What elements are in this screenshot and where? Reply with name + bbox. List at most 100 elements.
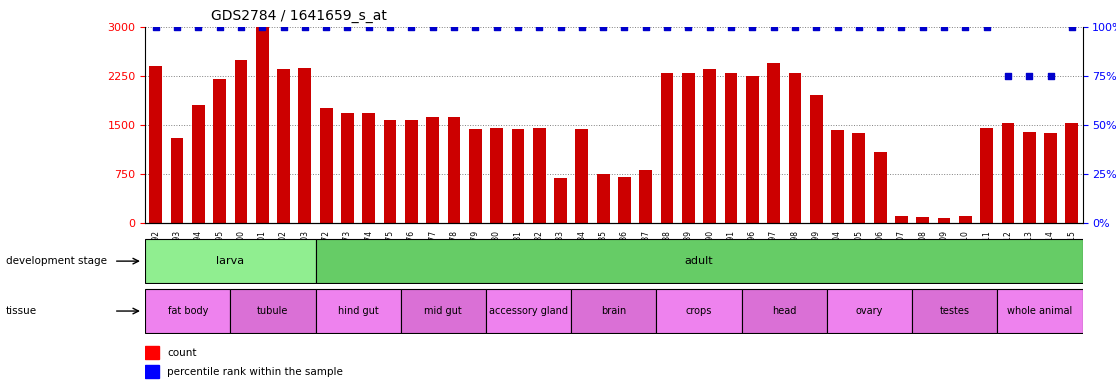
Point xyxy=(424,24,442,30)
Text: percentile rank within the sample: percentile rank within the sample xyxy=(167,367,344,377)
Bar xyxy=(145,239,316,283)
Point xyxy=(893,24,911,30)
Text: whole animal: whole animal xyxy=(1008,306,1072,316)
Bar xyxy=(401,289,485,333)
Bar xyxy=(810,95,822,223)
Text: larva: larva xyxy=(217,256,244,266)
Point xyxy=(999,73,1017,79)
Text: fat body: fat body xyxy=(167,306,208,316)
Bar xyxy=(916,217,930,223)
Bar xyxy=(937,218,951,223)
Point xyxy=(190,24,208,30)
Bar xyxy=(1045,132,1057,223)
Bar xyxy=(1023,132,1036,223)
Bar xyxy=(234,60,248,223)
Bar xyxy=(789,73,801,223)
Bar xyxy=(405,120,417,223)
Bar xyxy=(213,79,227,223)
Bar xyxy=(150,66,162,223)
Bar xyxy=(959,216,972,223)
Bar xyxy=(853,132,865,223)
Text: brain: brain xyxy=(602,306,626,316)
Point xyxy=(722,24,740,30)
Point xyxy=(338,24,356,30)
Text: crops: crops xyxy=(686,306,712,316)
Point xyxy=(530,24,548,30)
Text: hind gut: hind gut xyxy=(338,306,378,316)
Point xyxy=(743,24,761,30)
Bar xyxy=(532,128,546,223)
Point xyxy=(978,24,995,30)
Bar xyxy=(576,129,588,223)
Point xyxy=(211,24,229,30)
Bar xyxy=(980,128,993,223)
Bar xyxy=(724,73,738,223)
Point xyxy=(807,24,825,30)
Bar xyxy=(767,63,780,223)
Point xyxy=(275,24,292,30)
Bar xyxy=(682,73,695,223)
Bar xyxy=(192,105,204,223)
Point xyxy=(658,24,676,30)
Point xyxy=(296,24,314,30)
Bar xyxy=(703,70,716,223)
Point xyxy=(616,24,634,30)
Point xyxy=(317,24,335,30)
Point xyxy=(956,24,974,30)
Bar xyxy=(639,170,652,223)
Bar xyxy=(230,289,316,333)
Bar xyxy=(912,289,998,333)
Bar xyxy=(571,289,656,333)
Point xyxy=(764,24,782,30)
Bar xyxy=(895,216,907,223)
Point xyxy=(253,24,271,30)
Bar xyxy=(1066,123,1078,223)
Point xyxy=(828,24,846,30)
Bar xyxy=(742,289,827,333)
Bar xyxy=(171,138,183,223)
Bar xyxy=(277,70,290,223)
Bar xyxy=(384,119,396,223)
Bar xyxy=(145,289,230,333)
Bar xyxy=(363,113,375,223)
Bar xyxy=(145,365,158,378)
Point xyxy=(573,24,590,30)
Point xyxy=(701,24,719,30)
Text: development stage: development stage xyxy=(6,256,107,266)
Bar xyxy=(490,128,503,223)
Bar xyxy=(661,73,673,223)
Bar xyxy=(298,68,311,223)
Bar xyxy=(469,129,482,223)
Bar xyxy=(597,174,609,223)
Bar xyxy=(316,289,401,333)
Text: accessory gland: accessory gland xyxy=(489,306,568,316)
Point xyxy=(872,24,889,30)
Bar xyxy=(998,289,1083,333)
Point xyxy=(232,24,250,30)
Text: mid gut: mid gut xyxy=(424,306,462,316)
Bar xyxy=(511,129,525,223)
Bar xyxy=(827,289,912,333)
Text: tubule: tubule xyxy=(257,306,289,316)
Bar xyxy=(320,109,333,223)
Point xyxy=(637,24,655,30)
Bar xyxy=(745,76,759,223)
Bar xyxy=(145,346,158,359)
Point xyxy=(1062,24,1080,30)
Bar xyxy=(426,117,439,223)
Bar xyxy=(341,113,354,223)
Bar xyxy=(485,289,571,333)
Text: ovary: ovary xyxy=(856,306,883,316)
Bar xyxy=(618,177,631,223)
Point xyxy=(1041,73,1059,79)
Text: adult: adult xyxy=(685,256,713,266)
Bar xyxy=(874,152,886,223)
Point xyxy=(850,24,868,30)
Bar xyxy=(656,289,742,333)
Point xyxy=(445,24,463,30)
Bar xyxy=(256,27,269,223)
Point xyxy=(382,24,400,30)
Point xyxy=(594,24,612,30)
Text: GDS2784 / 1641659_s_at: GDS2784 / 1641659_s_at xyxy=(211,9,386,23)
Point xyxy=(1020,73,1038,79)
